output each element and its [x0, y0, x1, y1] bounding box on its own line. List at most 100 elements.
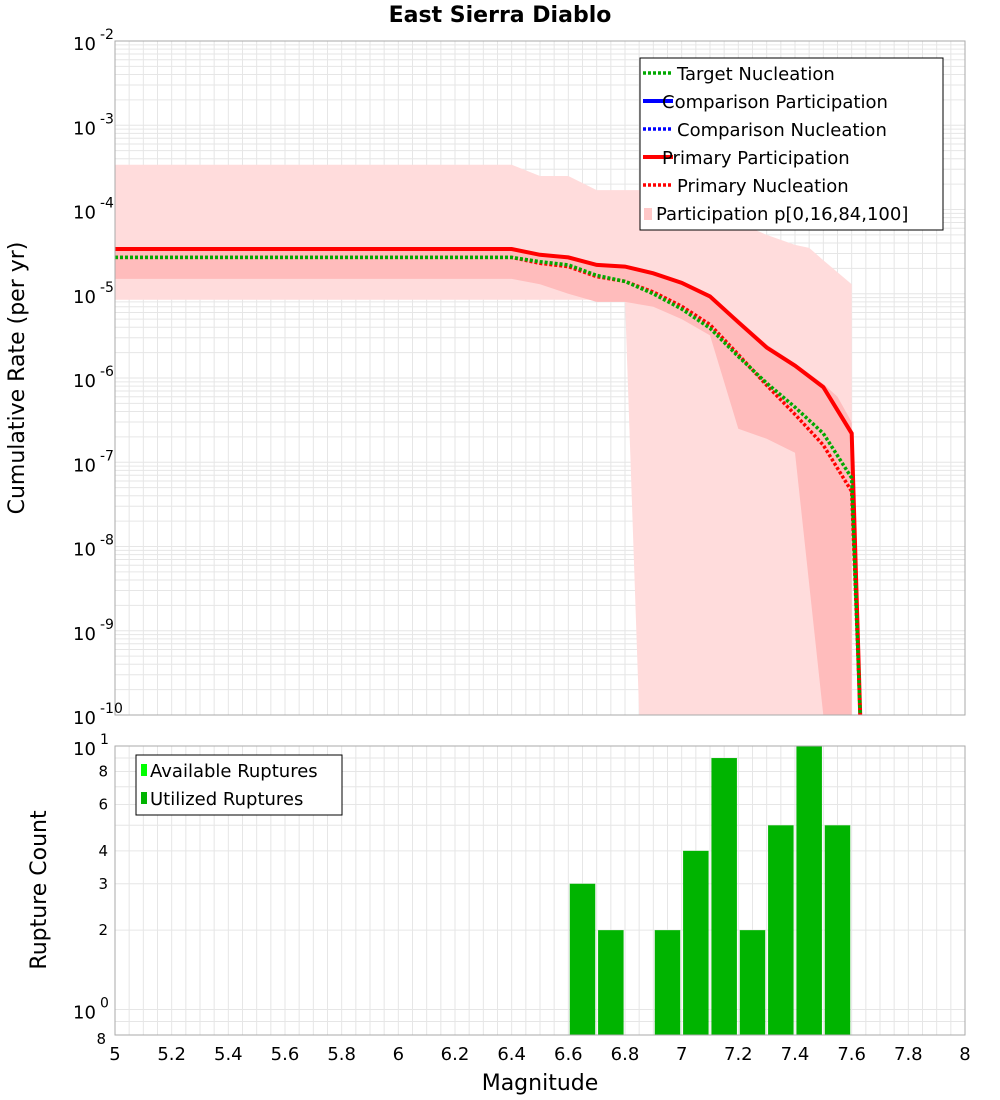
x-tick-label: 6.8 [611, 1044, 640, 1065]
y-tick-base: 10 [73, 1002, 96, 1023]
y-tick-label: 10 -8 [73, 533, 114, 561]
y-tick-label-text: 6 [98, 795, 108, 813]
legend: Available Ruptures Utilized Ruptures [135, 754, 343, 816]
y-tick-base: 10 [73, 624, 96, 645]
y-tick-base: 10 [73, 371, 96, 392]
y-tick-label: 10 -5 [73, 280, 114, 308]
y-tick-base: 10 [73, 455, 96, 476]
legend-label: Comparison Nucleation [677, 120, 887, 141]
y-tick-label: 10 -4 [73, 196, 114, 224]
bar [569, 883, 596, 1035]
x-tick-label: 7.6 [837, 1044, 866, 1065]
y-tick-label-text: 8 [98, 763, 108, 781]
bar [739, 930, 766, 1035]
legend-label: Target Nucleation [676, 64, 835, 85]
y-tick-exponent: -8 [100, 533, 114, 549]
bar [598, 930, 624, 1035]
y-axis-label: Rupture Count [27, 810, 52, 970]
y-tick-base: 10 [73, 34, 96, 55]
bar [683, 850, 709, 1035]
y-tick-base: 10 [73, 203, 96, 224]
y-tick-exponent: -4 [100, 196, 114, 212]
legend-swatch [141, 792, 147, 804]
legend: Target Nucleation Comparison Participatio… [639, 57, 944, 231]
y-tick-label: 10 0 [73, 995, 109, 1023]
y-tick-base: 10 [73, 540, 96, 561]
legend-label: Available Ruptures [150, 761, 318, 782]
y-tick-label: 10 -6 [73, 364, 114, 392]
legend-box [639, 57, 944, 231]
series-target-nucleation [115, 255, 862, 715]
x-tick-label: 8 [959, 1044, 970, 1065]
legend-label: Primary Nucleation [677, 176, 849, 197]
legend-item: Primary Participation [643, 148, 850, 169]
y-tick-exponent: 0 [100, 995, 109, 1011]
y-tick-label: 3 [98, 875, 108, 893]
y-tick-label: 10 -7 [73, 448, 114, 476]
y-tick-label: 10 -9 [73, 617, 114, 645]
bar [768, 825, 794, 1035]
legend-label: Primary Participation [662, 148, 850, 169]
x-tick-label: 6.2 [441, 1044, 470, 1065]
y-tick-label: 10 -2 [73, 27, 114, 55]
y-tick-label-text: 2 [98, 921, 108, 939]
y-tick-label-text: 8 [96, 1030, 106, 1048]
x-tick-label: 5 [109, 1044, 120, 1065]
bar [796, 746, 822, 1035]
plot-frame [114, 745, 966, 1036]
y-tick-label: 10 -10 [73, 701, 123, 729]
x-axis-label: Magnitude [482, 1071, 599, 1096]
y-tick-exponent: -2 [100, 27, 114, 43]
legend-label: Participation p[0,16,84,100] [656, 204, 908, 225]
legend-label: Comparison Participation [662, 92, 888, 113]
y-tick-label: 6 [98, 795, 108, 813]
x-tick-label: 6.4 [497, 1044, 526, 1065]
y-axis-label: Cumulative Rate (per yr) [5, 242, 30, 515]
x-tick-label: 5.8 [327, 1044, 356, 1065]
x-tick-label: 7.2 [724, 1044, 753, 1065]
x-tick-label: 6.6 [554, 1044, 583, 1065]
y-tick-label: 10 1 [73, 732, 109, 760]
series-primary-participation [115, 247, 863, 715]
bar [654, 930, 681, 1035]
y-tick-label: 10 -3 [73, 111, 114, 139]
y-tick-label: 8 [98, 763, 108, 781]
chart-title: East Sierra Diablo [389, 3, 612, 28]
y-tick-exponent: -5 [100, 280, 114, 296]
y-tick-exponent: -7 [100, 448, 114, 464]
x-tick-label: 5.6 [271, 1044, 300, 1065]
y-tick-label: 2 [98, 921, 108, 939]
legend-box [135, 754, 343, 816]
legend-swatch [644, 208, 652, 220]
legend-swatch [141, 764, 147, 776]
x-tick-label: 7 [676, 1044, 687, 1065]
y-tick-base: 10 [73, 118, 96, 139]
y-tick-exponent: -10 [100, 701, 123, 717]
legend-item: Utilized Ruptures [141, 789, 303, 810]
y-tick-base: 10 [73, 739, 96, 760]
bar [824, 825, 851, 1035]
legend-item: Target Nucleation [643, 64, 835, 85]
y-tick-label-text: 3 [98, 875, 108, 893]
legend-item: Participation p[0,16,84,100] [644, 204, 908, 225]
y-tick-exponent: -9 [100, 617, 114, 633]
y-tick-base: 10 [73, 708, 96, 729]
legend-label: Utilized Ruptures [150, 789, 303, 810]
y-tick-exponent: -3 [100, 111, 114, 127]
legend-item: Primary Nucleation [643, 176, 849, 197]
y-tick-base: 10 [73, 287, 96, 308]
x-tick-label: 5.2 [157, 1044, 186, 1065]
y-tick-label: 4 [98, 842, 108, 860]
cumulative-rate-plot: 10-210-310-410-510-610-710-810-910 -10Eas… [5, 3, 966, 729]
x-tick-label: 5.4 [214, 1044, 243, 1065]
y-tick-exponent: -6 [100, 364, 114, 380]
x-tick-label: 7.4 [781, 1044, 810, 1065]
x-tick-label: 7.8 [894, 1044, 923, 1065]
plot-frame [114, 40, 966, 716]
legend-item: Comparison Nucleation [643, 120, 887, 141]
bar [711, 758, 737, 1035]
y-tick-exponent: 1 [100, 732, 109, 748]
legend-item: Available Ruptures [141, 761, 318, 782]
